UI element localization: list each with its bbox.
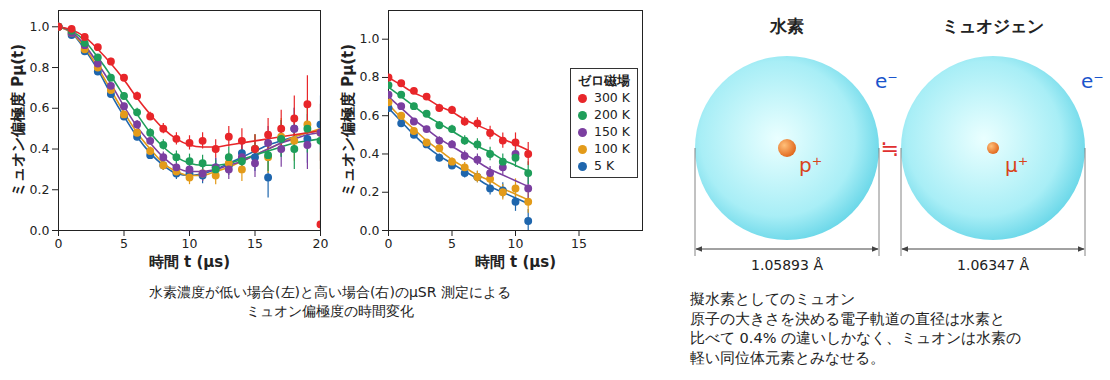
svg-text:5: 5	[120, 236, 128, 251]
svg-text:1.0: 1.0	[30, 19, 50, 34]
html-text:300 K: 300 K	[594, 90, 630, 105]
svg-text:1.06347 Å: 1.06347 Å	[957, 257, 1029, 273]
html-text:水素濃度が低い場合(左)と高い場合(右)のμSR 測定による: 水素濃度が低い場合(左)と高い場合(右)のμSR 測定による	[149, 284, 511, 300]
svg-text:0.6: 0.6	[360, 108, 380, 123]
svg-text:15: 15	[571, 236, 587, 251]
svg-text:水素: 水素	[769, 16, 804, 36]
svg-text:10: 10	[182, 236, 198, 251]
svg-text:0: 0	[55, 236, 63, 251]
svg-text:10: 10	[508, 236, 524, 251]
html-text:軽い同位体元素とみなせる。: 軽い同位体元素とみなせる。	[690, 349, 885, 366]
svg-text:1.05893 Å: 1.05893 Å	[751, 257, 823, 273]
html-text:5 K: 5 K	[594, 158, 615, 173]
html-text:擬水素としてのミュオン: 擬水素としてのミュオン	[690, 291, 855, 307]
svg-text:0.8: 0.8	[30, 60, 50, 75]
html-text:比べて 0.4% の違いしかなく、ミュオンは水素の: 比べて 0.4% の違いしかなく、ミュオンは水素の	[690, 330, 1022, 347]
svg-text:p⁺: p⁺	[799, 153, 822, 177]
svg-text:ミュオン偏極度 Pμ(t): ミュオン偏極度 Pμ(t)	[9, 44, 27, 197]
html-text:100 K: 100 K	[594, 141, 630, 156]
svg-text:0.8: 0.8	[360, 69, 380, 84]
html-text:150 K: 150 K	[594, 124, 630, 139]
html-text:ゼロ磁場: ゼロ磁場	[578, 73, 630, 88]
svg-text:時間 t (μs): 時間 t (μs)	[475, 253, 556, 271]
svg-text:0.0: 0.0	[30, 223, 50, 238]
svg-text:15: 15	[247, 236, 263, 251]
svg-text:0.2: 0.2	[360, 184, 380, 199]
html-text:原子の大きさを決める電子軌道の直径は水素と: 原子の大きさを決める電子軌道の直径は水素と	[690, 310, 1005, 327]
svg-text:e⁻: e⁻	[875, 69, 898, 93]
svg-text:ミュオン偏極度 Pμ(t): ミュオン偏極度 Pμ(t)	[339, 44, 357, 197]
svg-text:≒: ≒	[881, 136, 899, 161]
svg-text:0.2: 0.2	[30, 182, 50, 197]
svg-text:e⁻: e⁻	[1081, 69, 1104, 93]
svg-text:時間 t (μs): 時間 t (μs)	[149, 253, 230, 271]
svg-text:20: 20	[313, 236, 329, 251]
svg-text:0.6: 0.6	[30, 100, 50, 115]
svg-text:0.4: 0.4	[30, 141, 50, 156]
html-text:ミュオン偏極度の時間変化: ミュオン偏極度の時間変化	[246, 302, 414, 319]
svg-text:1.0: 1.0	[360, 31, 380, 46]
svg-text:μ⁺: μ⁺	[1005, 153, 1028, 177]
html-text:200 K: 200 K	[594, 107, 630, 122]
svg-text:0.4: 0.4	[360, 146, 380, 161]
svg-text:ミュオジェン: ミュオジェン	[942, 16, 1044, 36]
svg-text:0: 0	[385, 236, 393, 251]
svg-text:0.0: 0.0	[360, 223, 380, 238]
svg-text:5: 5	[448, 236, 456, 251]
